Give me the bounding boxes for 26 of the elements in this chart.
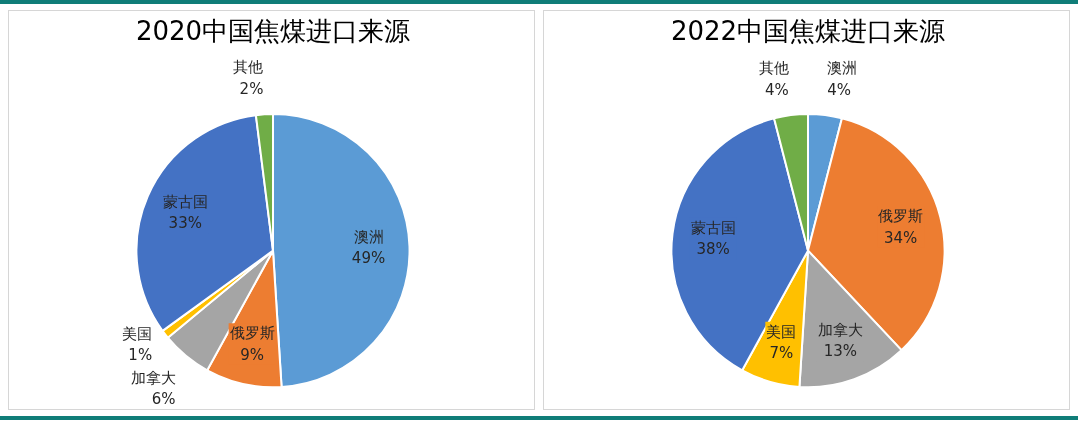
slice-label: 俄罗斯 <box>878 207 924 226</box>
data-label: 7% <box>769 344 794 363</box>
data-label: 34% <box>883 228 918 247</box>
slice-label: 美国 <box>122 324 153 343</box>
slice-label: 加拿大 <box>130 368 176 387</box>
slice-label: 其他 <box>758 59 789 78</box>
slice-label: 蒙古国 <box>690 218 736 237</box>
data-label: 33% <box>168 214 202 233</box>
slice-label: 其他 <box>233 58 264 77</box>
data-label: 2% <box>239 79 264 98</box>
data-label: 13% <box>823 342 858 361</box>
data-label: 9% <box>240 345 265 364</box>
chart-title: 2020中国焦煤进口来源 <box>135 15 411 46</box>
slice-label: 美国 <box>766 322 797 341</box>
data-label: 6% <box>151 390 176 409</box>
chart-title: 2022中国焦煤进口来源 <box>670 15 946 46</box>
data-label: 1% <box>128 346 153 365</box>
slice-label: 加拿大 <box>817 320 863 339</box>
data-label: 49% <box>351 249 386 268</box>
data-label: 4% <box>827 80 851 99</box>
slice-label: 澳洲 <box>353 227 384 246</box>
data-label: 4% <box>765 80 789 99</box>
slice-label: 俄罗斯 <box>229 324 275 343</box>
data-label: 38% <box>696 240 730 259</box>
slice-label: 蒙古国 <box>162 192 208 211</box>
slice-label: 澳洲 <box>827 59 858 78</box>
